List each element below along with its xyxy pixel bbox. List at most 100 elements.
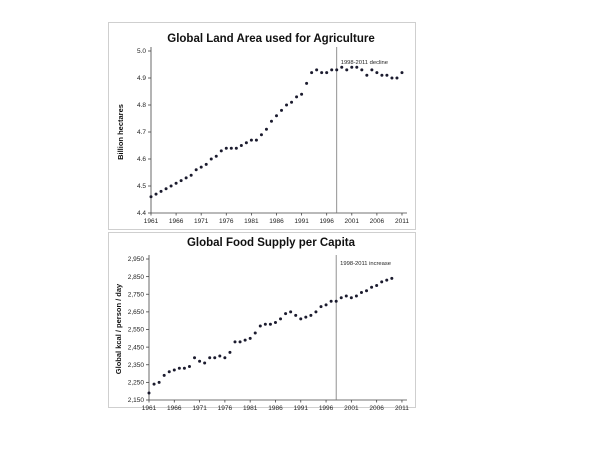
y-tick-label: 2,850 xyxy=(128,274,145,281)
data-point xyxy=(248,336,252,340)
data-point xyxy=(233,340,237,344)
data-point xyxy=(234,146,238,150)
data-point xyxy=(152,382,156,386)
data-point xyxy=(269,119,273,123)
data-point xyxy=(300,92,304,96)
x-tick-label: 1976 xyxy=(218,405,233,412)
food-supply-chart: Global Food Supply per Capita 2,150 2,250 2… xyxy=(114,237,409,412)
data-point xyxy=(310,71,314,75)
data-point xyxy=(375,71,379,75)
data-point xyxy=(268,322,272,326)
y-tick-label: 4.9 xyxy=(137,75,146,82)
annotation-label: 1998-2011 increase xyxy=(340,261,391,267)
data-point xyxy=(375,283,379,287)
y-tick-label: 2,350 xyxy=(128,362,145,369)
data-point xyxy=(339,296,343,300)
data-point xyxy=(330,68,334,72)
data-point xyxy=(280,108,284,112)
data-point xyxy=(194,168,198,172)
x-tick-label: 1971 xyxy=(194,218,209,225)
data-point xyxy=(169,184,173,188)
data-point xyxy=(199,165,203,169)
data-point xyxy=(164,187,168,191)
data-point xyxy=(254,138,258,142)
y-tick-label: 2,750 xyxy=(128,291,145,298)
data-point xyxy=(340,65,344,69)
data-point xyxy=(224,146,228,150)
data-point xyxy=(214,154,218,158)
data-point xyxy=(228,350,232,354)
data-point xyxy=(360,68,364,72)
data-point xyxy=(385,278,389,282)
data-point xyxy=(350,65,354,69)
data-point xyxy=(253,331,257,335)
data-point xyxy=(149,195,153,199)
y-tick-label: 4.8 xyxy=(137,102,146,109)
chart-title: Global Land Area used for Agriculture xyxy=(167,33,374,45)
y-tick-label: 4.4 xyxy=(137,210,146,217)
data-point xyxy=(385,73,389,77)
x-tick-label: 1991 xyxy=(294,218,309,225)
data-point xyxy=(370,68,374,72)
data-point xyxy=(320,71,324,75)
data-point xyxy=(198,359,202,363)
data-point xyxy=(174,181,178,185)
data-point xyxy=(273,320,277,324)
data-point xyxy=(295,95,299,99)
data-point xyxy=(147,391,151,395)
x-tick-label: 1981 xyxy=(244,218,259,225)
data-point xyxy=(314,310,318,314)
y-axis-label: Billion hectares xyxy=(116,104,125,160)
chart-title: Global Food Supply per Capita xyxy=(187,237,356,249)
data-point xyxy=(159,189,163,193)
data-point xyxy=(264,127,268,131)
x-tick-label: 2011 xyxy=(395,405,409,412)
y-axis-label: Global kcal / person / day xyxy=(114,283,123,374)
land-area-chart: Global Land Area used for Agriculture 4.4… xyxy=(116,33,409,225)
y-tick-label: 2,150 xyxy=(128,397,145,404)
y-tick-label: 4.5 xyxy=(137,183,146,190)
data-point xyxy=(335,68,339,72)
y-tick-label: 4.7 xyxy=(137,129,146,136)
data-point xyxy=(285,103,289,107)
data-point xyxy=(208,356,212,360)
data-point xyxy=(229,146,233,150)
x-tick-label: 1981 xyxy=(243,405,258,412)
data-point xyxy=(390,76,394,80)
x-tick-label: 1966 xyxy=(167,405,182,412)
data-point xyxy=(349,296,353,300)
data-point xyxy=(294,313,298,317)
x-tick-label: 1961 xyxy=(142,405,157,412)
x-tick-label: 1966 xyxy=(169,218,184,225)
data-point xyxy=(319,305,323,309)
data-point xyxy=(239,144,243,147)
x-tick-label: 2006 xyxy=(370,218,385,225)
x-tick-label: 1996 xyxy=(319,405,334,412)
data-point xyxy=(315,68,319,72)
data-point xyxy=(154,192,158,196)
data-point xyxy=(365,73,369,77)
x-tick-label: 2011 xyxy=(395,218,409,225)
land-area-panel: Global Land Area used for Agriculture 4.4… xyxy=(108,22,416,230)
data-point xyxy=(177,366,181,370)
annotation-label: 1998-2011 decline xyxy=(341,60,388,66)
y-tick-label: 2,550 xyxy=(128,327,145,334)
data-point xyxy=(259,133,263,137)
x-tick-label: 2006 xyxy=(369,405,384,412)
data-point xyxy=(304,315,308,319)
data-point xyxy=(309,313,313,317)
data-point xyxy=(249,138,253,142)
data-point xyxy=(289,310,293,314)
data-point xyxy=(355,65,359,69)
data-point xyxy=(213,356,217,360)
data-point xyxy=(390,276,394,280)
data-point xyxy=(223,356,227,360)
data-point xyxy=(325,71,329,75)
y-tick-label: 2,650 xyxy=(128,309,145,316)
data-point xyxy=(218,354,222,358)
data-point xyxy=(345,68,349,72)
x-tick-label: 1976 xyxy=(219,218,234,225)
data-point xyxy=(365,289,369,293)
y-tick-label: 4.6 xyxy=(137,156,146,163)
data-point xyxy=(219,149,223,153)
